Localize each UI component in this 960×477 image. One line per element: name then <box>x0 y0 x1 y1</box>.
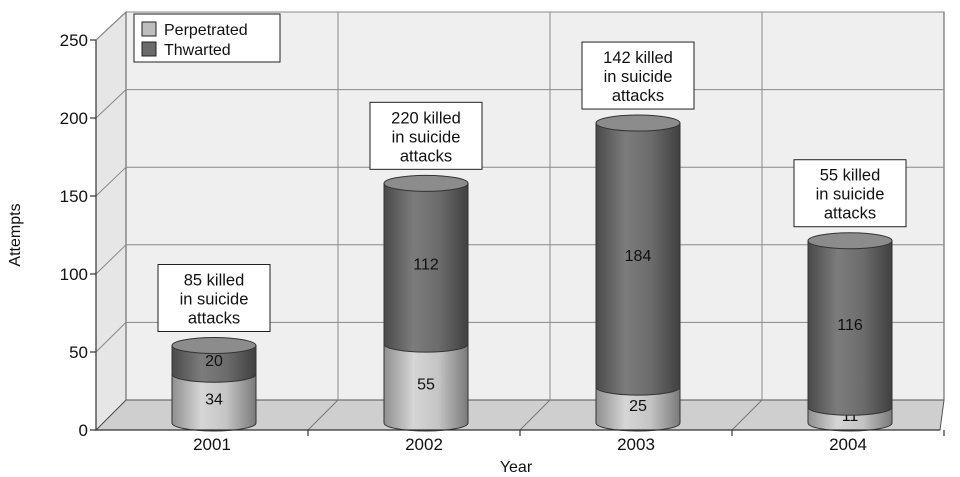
bar-segment: 112 <box>383 182 469 353</box>
annotation-line: 220 killed <box>391 109 461 127</box>
bar-body <box>807 240 893 416</box>
bar-body <box>383 343 469 432</box>
annotation-line: in suicide <box>180 290 249 308</box>
bar-value-label: 34 <box>205 392 223 409</box>
annotation-line: 142 killed <box>603 49 673 67</box>
bar-cap <box>171 336 257 354</box>
axis-ticks: 0 50 100 150 200 250 2001 2002 2003 2004 <box>60 31 945 454</box>
x-tick-label: 2002 <box>405 435 443 454</box>
bar-stack: 55 112 <box>383 174 469 432</box>
legend-swatch <box>141 41 157 57</box>
annotation-frame <box>793 159 907 228</box>
bar-segment: 55 <box>383 343 469 432</box>
annotation-line: in suicide <box>604 68 673 86</box>
annotation-line: in suicide <box>392 128 461 146</box>
bar-value-label: 55 <box>417 377 435 394</box>
x-axis-label: Year <box>500 459 533 476</box>
bar-value-label: 184 <box>625 248 652 265</box>
annotation-line: attacks <box>824 205 876 223</box>
y-tick-label: 250 <box>60 31 88 50</box>
legend-label: Perpetrated <box>164 22 248 39</box>
y-axis-label: Attempts <box>7 203 24 266</box>
annotation-line: 55 killed <box>820 167 881 185</box>
gridline-diag <box>95 244 127 275</box>
bar-body <box>595 386 681 432</box>
bar-stack: 34 20 <box>171 336 257 432</box>
x-tick-label: 2004 <box>829 435 867 454</box>
y-tick-label: 200 <box>60 109 88 128</box>
annotation-line: 85 killed <box>184 271 245 289</box>
x-tick-label: 2003 <box>617 435 655 454</box>
bar-body <box>171 344 257 383</box>
annotation-frame <box>369 101 483 170</box>
bar-cap <box>383 174 469 192</box>
gridline-diag <box>95 11 127 41</box>
annotation-frame <box>581 41 695 110</box>
bar-value-label: 116 <box>837 317 863 334</box>
gridline-diag <box>95 89 127 119</box>
annotation-line: in suicide <box>816 186 885 204</box>
gridline-diag <box>95 322 127 353</box>
bar-cap <box>595 114 681 132</box>
bar-body <box>383 182 469 353</box>
legend-label: Thwarted <box>164 42 231 59</box>
y-tick-label: 50 <box>69 343 88 362</box>
gridline-diag <box>95 166 127 197</box>
bar-segment: 116 <box>807 240 893 416</box>
annotation-frame <box>157 263 271 332</box>
annotation-line: attacks <box>188 309 240 327</box>
floor-divider <box>307 399 339 431</box>
bar-value-label: 25 <box>629 398 647 415</box>
annotation-line: attacks <box>612 87 664 105</box>
bar-stack: 25 184 <box>595 114 681 432</box>
y-tick-label: 100 <box>60 265 88 284</box>
x-tick-label: 2001 <box>193 435 231 454</box>
bar-value-label: 112 <box>413 257 439 274</box>
side-wall <box>95 10 127 432</box>
y-tick-label: 0 <box>79 421 88 440</box>
floor-divider <box>731 399 763 431</box>
bar-segment: 20 <box>171 344 257 383</box>
bar-cap <box>807 232 893 250</box>
bar-body <box>171 373 257 432</box>
annotation-line: attacks <box>400 147 452 165</box>
legend-frame <box>133 13 281 63</box>
bar-segment: 184 <box>595 122 681 396</box>
floor-divider <box>519 399 551 431</box>
legend: Perpetrated Thwarted <box>133 13 281 63</box>
bar-body <box>595 122 681 396</box>
bar-segment: 34 <box>171 373 257 432</box>
bar-value-label: 20 <box>205 353 223 370</box>
bar-segment: 25 <box>595 386 681 432</box>
y-tick-label: 150 <box>60 187 88 206</box>
legend-swatch <box>141 21 157 37</box>
